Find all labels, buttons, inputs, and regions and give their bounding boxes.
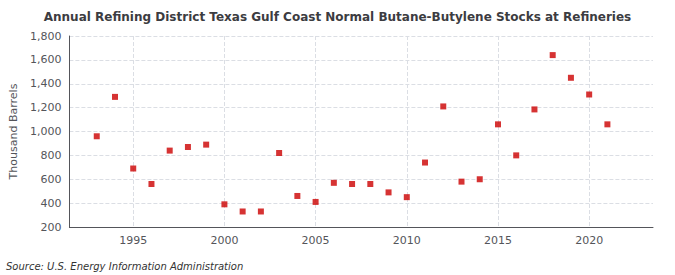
svg-text:1,400: 1,400 bbox=[30, 77, 62, 90]
svg-text:400: 400 bbox=[40, 197, 61, 210]
svg-text:Source: U.S. Energy Informatio: Source: U.S. Energy Information Administ… bbox=[6, 261, 243, 272]
svg-text:Thousand Barrels: Thousand Barrels bbox=[7, 83, 20, 180]
svg-text:1,800: 1,800 bbox=[30, 30, 62, 43]
svg-text:800: 800 bbox=[40, 149, 61, 162]
svg-text:2000: 2000 bbox=[210, 234, 238, 247]
svg-text:1995: 1995 bbox=[119, 234, 147, 247]
svg-text:2020: 2020 bbox=[575, 234, 603, 247]
svg-text:1,000: 1,000 bbox=[30, 125, 62, 138]
svg-text:2005: 2005 bbox=[302, 234, 330, 247]
svg-text:1,600: 1,600 bbox=[30, 53, 62, 66]
svg-text:2015: 2015 bbox=[484, 234, 512, 247]
svg-text:200: 200 bbox=[40, 221, 61, 234]
svg-text:2010: 2010 bbox=[393, 234, 421, 247]
svg-text:1,200: 1,200 bbox=[30, 101, 62, 114]
svg-text:600: 600 bbox=[40, 173, 61, 186]
svg-text:Annual Refining District Texas: Annual Refining District Texas Gulf Coas… bbox=[44, 10, 632, 24]
